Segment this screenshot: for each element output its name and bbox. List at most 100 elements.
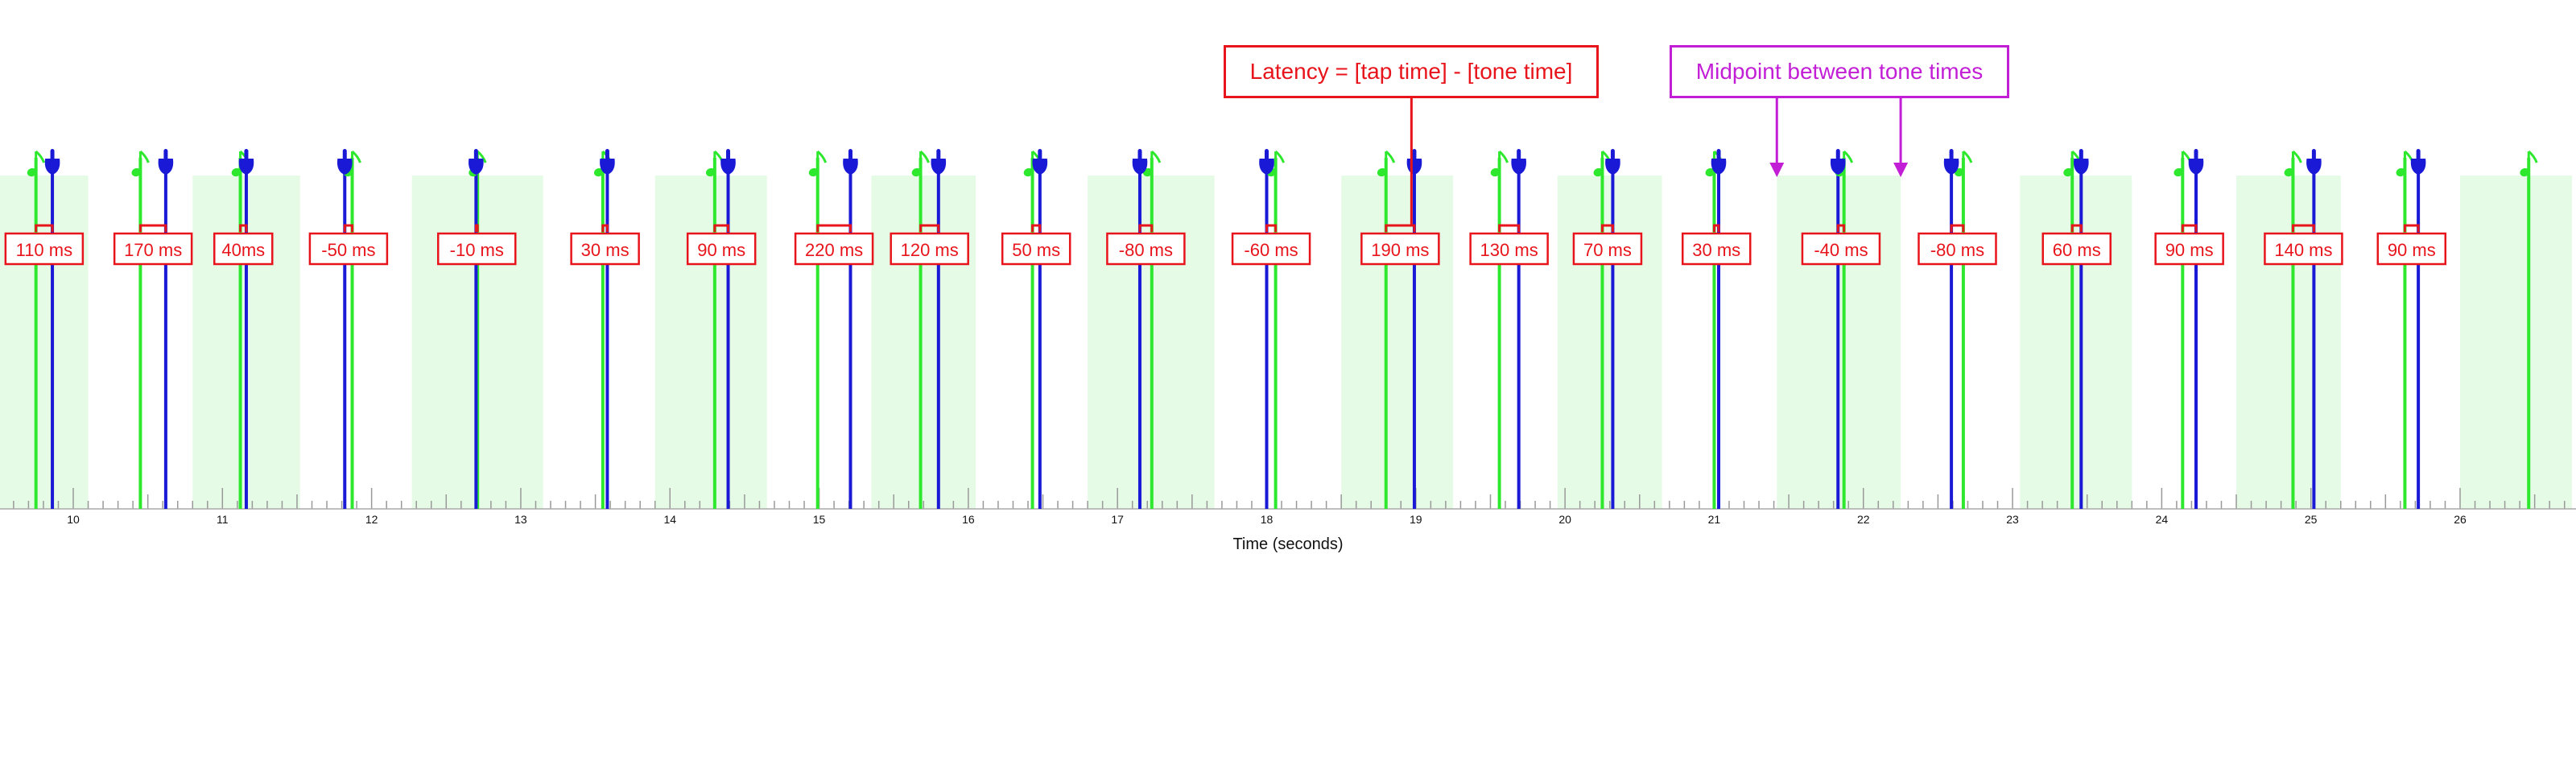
latency-bracket xyxy=(2070,224,2083,232)
pointing-hand-icon xyxy=(1032,149,1048,175)
latency-label: 40ms xyxy=(221,240,265,260)
response-window xyxy=(2020,176,2132,509)
response-window xyxy=(654,176,767,509)
music-note-icon xyxy=(2520,150,2538,177)
x-tick-label: 11 xyxy=(217,513,229,526)
midpoint-callout: Midpoint between tone times xyxy=(1670,45,2009,98)
latency-bracket xyxy=(1836,224,1846,232)
pointing-hand-icon xyxy=(238,149,254,175)
x-tick-label: 14 xyxy=(663,513,676,526)
response-window xyxy=(2236,176,2341,509)
latency-bracket xyxy=(1265,224,1278,232)
latency-label-box xyxy=(4,232,85,266)
latency-label-box xyxy=(2154,232,2224,266)
x-tick-label: 20 xyxy=(1558,513,1571,526)
latency-label-box xyxy=(1469,232,1549,266)
latency-label-box xyxy=(1801,232,1881,266)
x-tick-label: 26 xyxy=(2454,513,2467,526)
music-note-icon xyxy=(2396,150,2414,177)
latency-label: 90 ms xyxy=(2165,240,2214,260)
pointing-hand-icon xyxy=(158,149,174,175)
latency-formula-callout: Latency = [tap time] - [tone time] xyxy=(1224,45,1599,98)
pointing-hand-icon xyxy=(2306,149,2322,175)
x-tick-label: 21 xyxy=(1708,513,1721,526)
latency-label-box xyxy=(1360,232,1440,266)
music-note-icon xyxy=(705,150,724,177)
latency-label-box xyxy=(2264,232,2343,266)
music-note-icon xyxy=(1377,150,1396,177)
latency-label: 120 ms xyxy=(901,240,959,260)
x-tick-label: 10 xyxy=(67,513,80,526)
x-tick-label: 17 xyxy=(1111,513,1124,526)
latency-label: 60 ms xyxy=(2053,240,2101,260)
latency-bracket xyxy=(601,224,609,232)
x-tick-label: 25 xyxy=(2305,513,2318,526)
pointing-hand-icon xyxy=(1259,149,1274,175)
latency-bracket xyxy=(919,224,940,232)
latency-label: 30 ms xyxy=(581,240,630,260)
pointing-hand-icon xyxy=(600,149,615,175)
latency-label-box xyxy=(686,232,757,266)
latency-label-box xyxy=(1681,232,1752,266)
latency-label: -40 ms xyxy=(1814,240,1868,260)
pointing-hand-icon xyxy=(469,149,484,175)
latency-bracket xyxy=(1600,224,1614,232)
x-tick-label: 23 xyxy=(2006,513,2019,526)
latency-label-box xyxy=(890,232,969,266)
pointing-hand-icon xyxy=(1711,149,1727,175)
response-window xyxy=(871,176,976,509)
latency-bracket xyxy=(474,224,479,232)
pointing-hand-icon xyxy=(843,149,858,175)
latency-bracket xyxy=(138,224,167,232)
latency-label-box xyxy=(794,232,874,266)
latency-label-box xyxy=(113,232,193,266)
latency-label: 170 ms xyxy=(124,240,182,260)
latency-label-box xyxy=(213,232,274,266)
latency-label-box xyxy=(2376,232,2447,266)
x-tick-label: 15 xyxy=(813,513,826,526)
latency-label-box xyxy=(1918,232,1997,266)
latency-bracket xyxy=(816,224,852,232)
latency-label: -50 ms xyxy=(321,240,375,260)
latency-label: -80 ms xyxy=(1930,240,1984,260)
x-tick-label: 22 xyxy=(1857,513,1870,526)
midpoint-arrowhead xyxy=(1769,163,1785,177)
latency-label-box xyxy=(1001,232,1071,266)
response-window xyxy=(1557,176,1662,509)
latency-bracket xyxy=(1712,224,1720,232)
latency-label: 90 ms xyxy=(2388,240,2436,260)
response-window xyxy=(0,176,89,509)
pointing-hand-icon xyxy=(1406,149,1422,175)
latency-bracket xyxy=(2291,224,2315,232)
latency-label-box xyxy=(1106,232,1186,266)
latency-bracket xyxy=(1498,224,1521,232)
x-tick-label: 18 xyxy=(1261,513,1274,526)
pointing-hand-icon xyxy=(931,149,947,175)
latency-label: -80 ms xyxy=(1119,240,1173,260)
music-note-icon xyxy=(131,150,150,177)
pointing-hand-icon xyxy=(1511,149,1526,175)
latency-bracket xyxy=(35,224,54,232)
latency-bracket xyxy=(2403,224,2420,232)
latency-bracket xyxy=(2181,224,2198,232)
pointing-hand-icon xyxy=(1830,149,1846,175)
music-note-icon xyxy=(27,150,46,177)
latency-bracket xyxy=(1950,224,1965,232)
latency-bracket xyxy=(713,224,730,232)
pointing-hand-icon xyxy=(44,149,60,175)
latency-label-box xyxy=(1231,232,1311,266)
pointing-hand-icon xyxy=(336,149,353,175)
pointing-hand-icon xyxy=(1605,149,1620,175)
x-tick-label: 13 xyxy=(514,513,527,526)
pointing-hand-icon xyxy=(1943,149,1959,175)
latency-bracket xyxy=(343,224,354,232)
latency-label: -10 ms xyxy=(450,240,504,260)
latency-label: 30 ms xyxy=(1692,240,1740,260)
latency-label: -60 ms xyxy=(1244,240,1298,260)
latency-label-box xyxy=(570,232,640,266)
x-tick-label: 19 xyxy=(1410,513,1422,526)
pointing-hand-icon xyxy=(2073,149,2089,175)
x-tick-label: 24 xyxy=(2156,513,2169,526)
